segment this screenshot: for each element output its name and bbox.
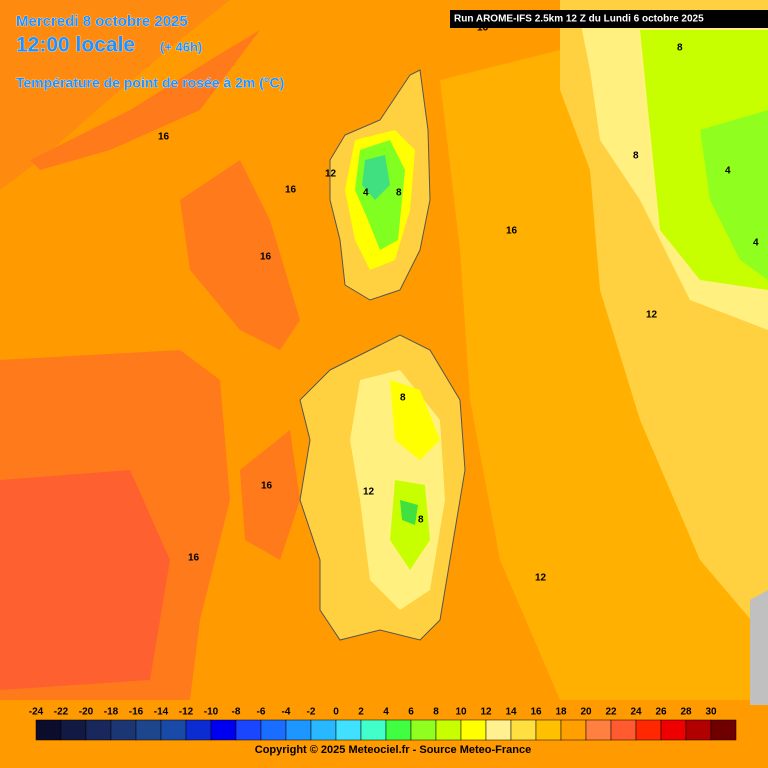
sardinia-highland <box>390 480 430 570</box>
colorbar-label: 10 <box>455 707 467 718</box>
colorbar-swatch <box>710 719 737 741</box>
colorbar-swatch <box>210 719 237 741</box>
colorbar-swatch <box>485 719 512 741</box>
colorbar-swatch <box>610 719 637 741</box>
colorbar-label: 14 <box>505 707 517 718</box>
contour-label: 12 <box>325 169 337 180</box>
colorbar-label: -14 <box>154 707 169 718</box>
colorbar-label: -22 <box>54 707 69 718</box>
colorbar-swatch <box>85 719 112 741</box>
forecast-time: 12:00 locale <box>16 34 135 57</box>
region <box>0 0 230 190</box>
colorbar-swatch <box>185 719 212 741</box>
contour-label: 4 <box>363 188 369 199</box>
colorbar-swatch <box>435 719 462 741</box>
forecast-lead: (+ 46h) <box>160 39 202 54</box>
colorbar-label: 0 <box>333 707 339 718</box>
contour-label: 16 <box>261 481 273 492</box>
contour-label: 16 <box>260 252 272 263</box>
colorbar-swatch <box>235 719 262 741</box>
contour-label: 16 <box>506 226 518 237</box>
corsica-peaks <box>362 155 390 200</box>
colorbar-swatch <box>510 719 537 741</box>
colorbar-label: -4 <box>282 707 291 718</box>
colorbar-label: -8 <box>232 707 241 718</box>
colorbar-label: 28 <box>680 707 692 718</box>
colorbar-label: -16 <box>129 707 144 718</box>
colorbar-swatch <box>635 719 662 741</box>
colorbar-swatch <box>285 719 312 741</box>
colorbar-swatch <box>110 719 137 741</box>
colorbar-swatch <box>260 719 287 741</box>
colorbar-swatch <box>535 719 562 741</box>
colorbar-swatch <box>560 719 587 741</box>
colorbar-label: -18 <box>104 707 119 718</box>
colorbar-swatch <box>60 719 87 741</box>
contour-label: 4 <box>725 166 731 177</box>
contour-label: 16 <box>477 23 489 34</box>
region <box>0 470 170 690</box>
colorbar-label: 12 <box>480 707 492 718</box>
colorbar-label: 8 <box>433 707 439 718</box>
colorbar-label: 6 <box>408 707 414 718</box>
colorbar-label: 18 <box>555 707 567 718</box>
contour-label: 16 <box>188 553 200 564</box>
contour-label: 12 <box>363 487 375 498</box>
colorbar-label: 22 <box>605 707 617 718</box>
colorbar-label: -6 <box>257 707 266 718</box>
parameter-title: Température de point de rosée à 2m (°C) <box>16 75 284 91</box>
region <box>180 160 300 350</box>
colorbar-label: -2 <box>307 707 316 718</box>
contour-label: 16 <box>158 132 170 143</box>
contour-label: 8 <box>418 515 424 526</box>
region <box>700 110 768 280</box>
colorbar-swatch <box>360 719 387 741</box>
colorbar-swatch <box>660 719 687 741</box>
contour-label: 8 <box>633 151 639 162</box>
run-banner <box>450 10 768 28</box>
run-info: Run AROME-IFS 2.5km 12 Z du Lundi 6 octo… <box>454 14 704 25</box>
sardinia-highland <box>390 380 440 460</box>
colorbar-swatch <box>410 719 437 741</box>
colorbar-swatch <box>135 719 162 741</box>
copyright: Copyright © 2025 Meteociel.fr - Source M… <box>255 744 531 756</box>
colorbar-label: 2 <box>358 707 364 718</box>
colorbar-swatch <box>310 719 337 741</box>
colorbar-label: 20 <box>580 707 592 718</box>
colorbar-label: 24 <box>630 707 642 718</box>
colorbar-swatch <box>385 719 412 741</box>
contour-label: 8 <box>400 393 406 404</box>
colorbar-swatch <box>335 719 362 741</box>
colorbar-label: -12 <box>179 707 194 718</box>
colorbar-label: -24 <box>29 707 44 718</box>
contour-label: 8 <box>396 188 402 199</box>
contour-label: 12 <box>646 310 658 321</box>
colorbar-swatch <box>160 719 187 741</box>
colorbar-label: -20 <box>79 707 94 718</box>
contour-label: 12 <box>535 573 547 584</box>
region <box>440 40 768 700</box>
colorbar-swatch <box>460 719 487 741</box>
colorbar-label: 16 <box>530 707 542 718</box>
colorbar-swatch <box>35 719 62 741</box>
sardinia-peaks <box>400 500 418 525</box>
region <box>240 430 300 560</box>
contour-label: 4 <box>753 238 759 249</box>
colorbar-label: 4 <box>383 707 389 718</box>
colorbar-swatch <box>685 719 712 741</box>
colorbar-swatch <box>585 719 612 741</box>
colorbar-label: -10 <box>204 707 219 718</box>
contour-label: 16 <box>285 185 297 196</box>
region <box>30 30 260 170</box>
forecast-date: Mercredi 8 octobre 2025 <box>16 13 188 30</box>
colorbar-label: 26 <box>655 707 667 718</box>
contour-label: 8 <box>677 43 683 54</box>
colorbar-label: 30 <box>705 707 717 718</box>
